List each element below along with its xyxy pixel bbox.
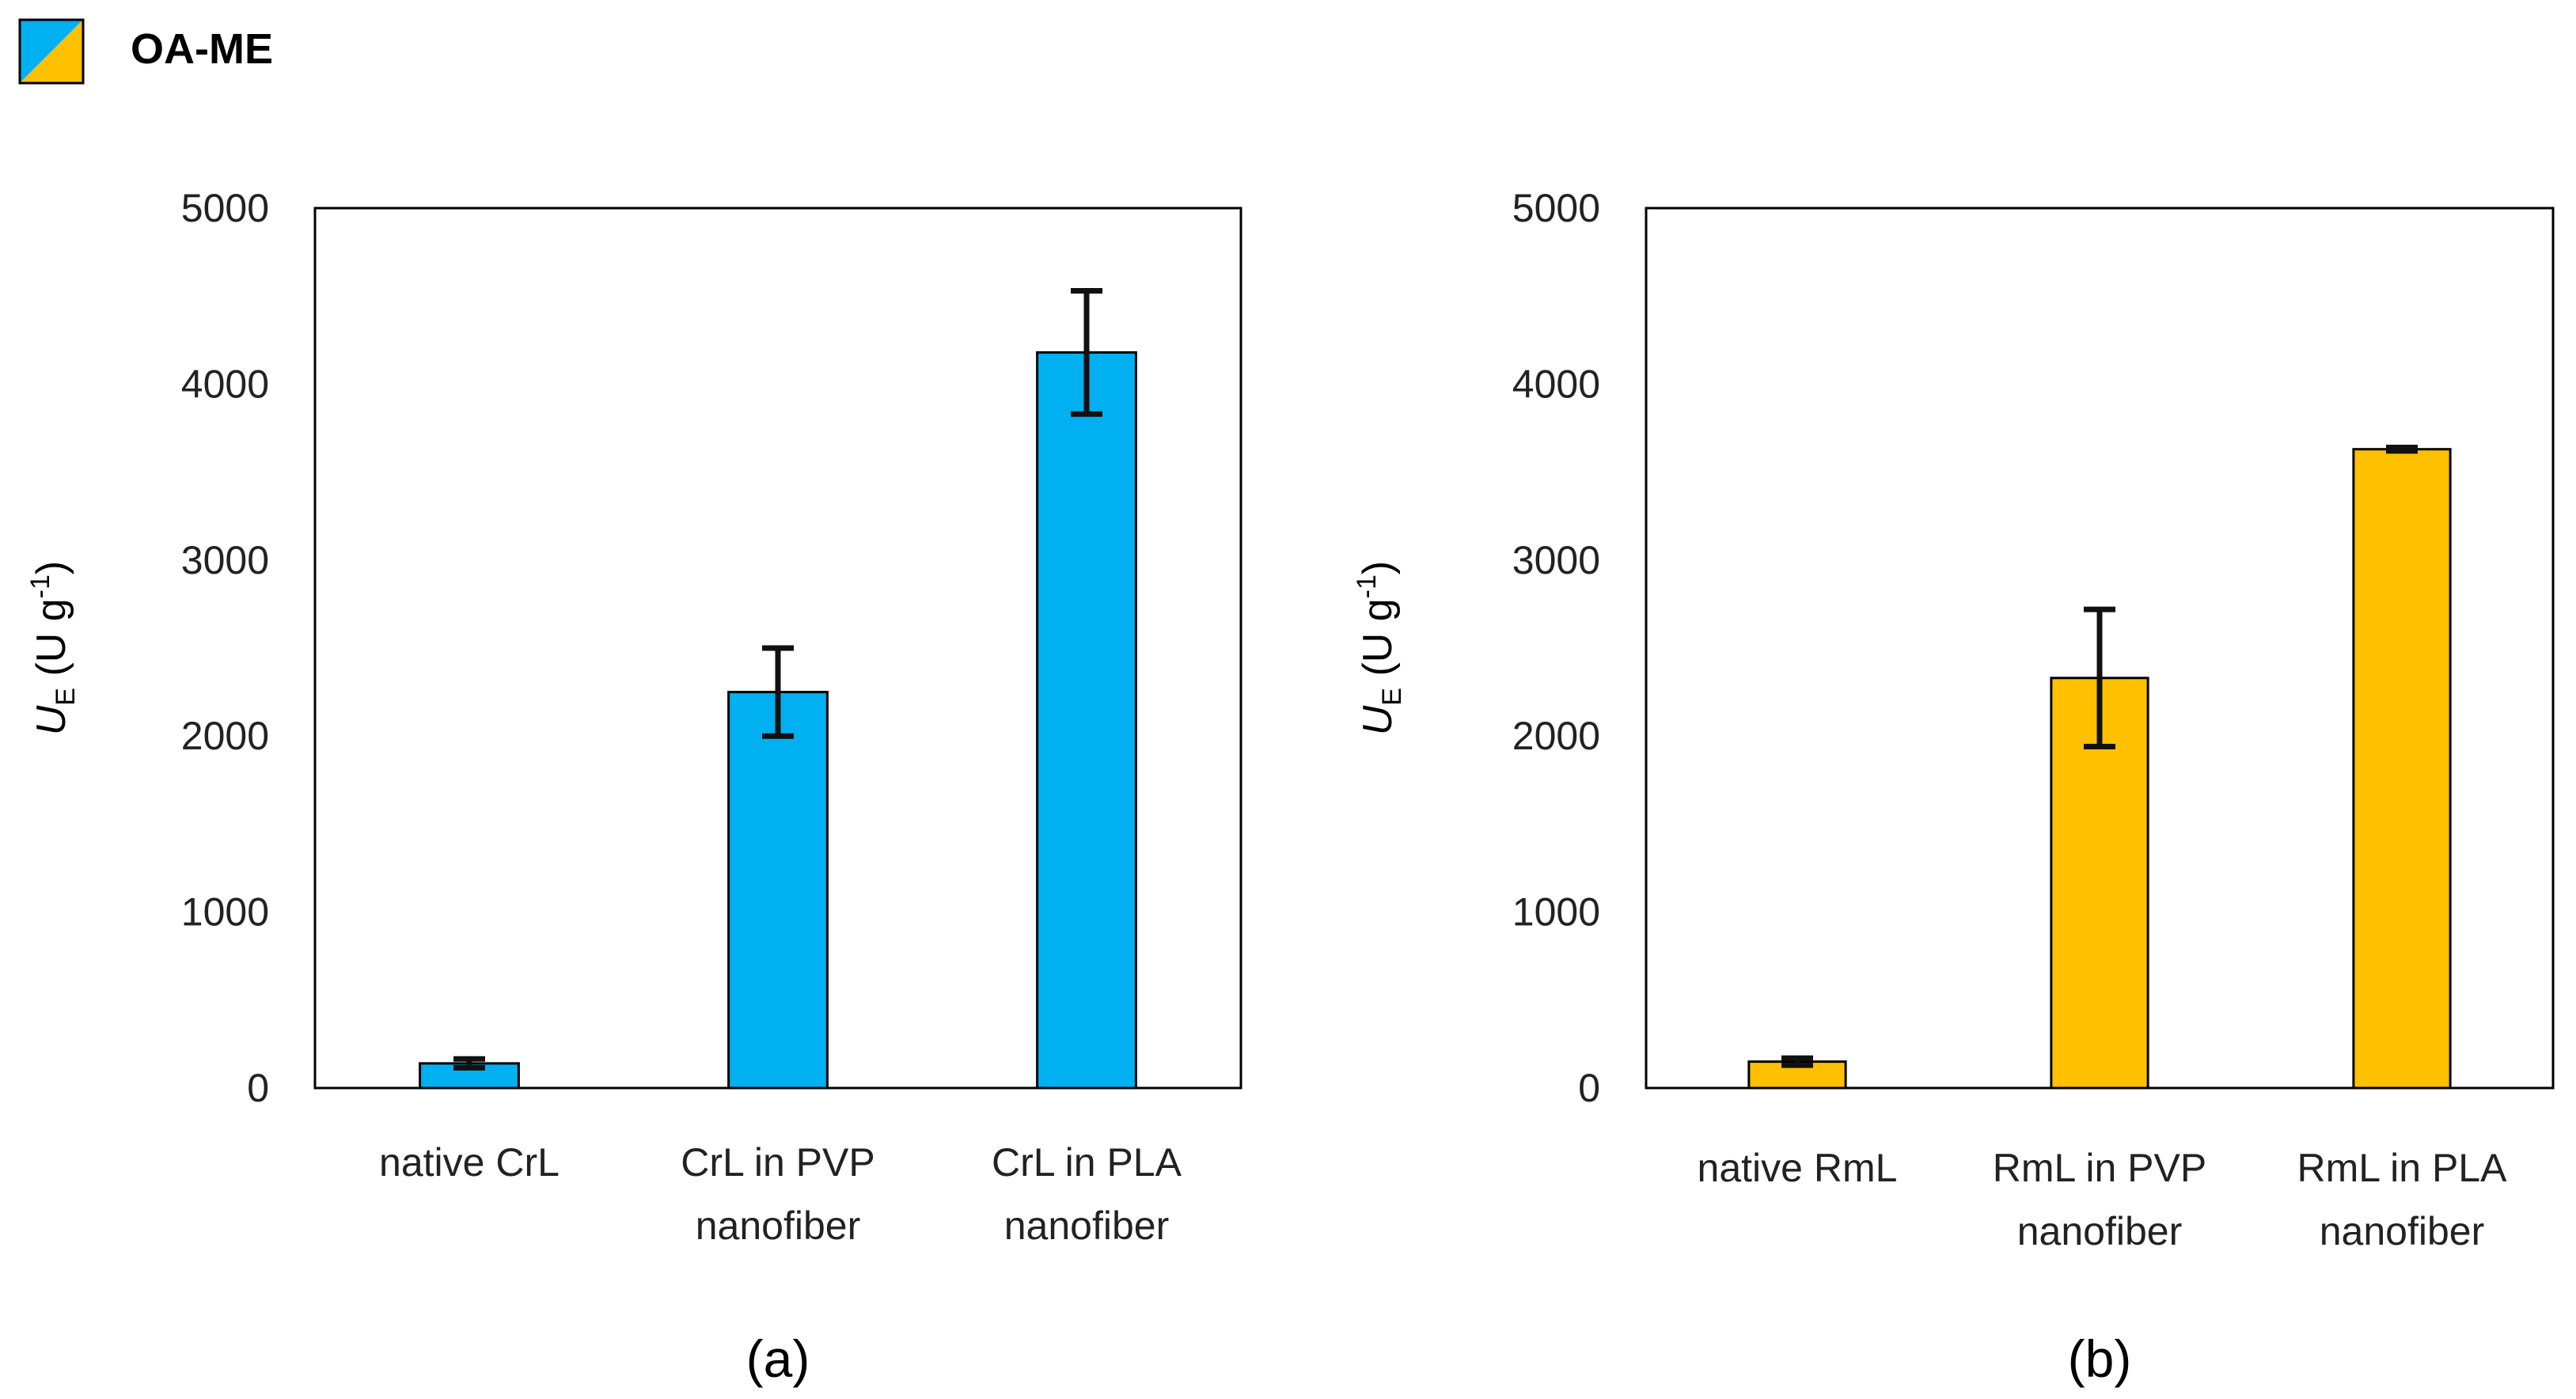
y-tick-label: 2000: [181, 714, 269, 758]
x-category-label-line: native CrL: [379, 1140, 560, 1185]
y-tick-label: 1000: [181, 890, 269, 935]
y-tick-label: 4000: [1512, 362, 1600, 406]
y-axis-label-symbol: U: [1355, 705, 1401, 735]
x-category-label-line: nanofiber: [1004, 1204, 1170, 1248]
y-tick-label: 3000: [1512, 538, 1600, 582]
x-category-label: native RmL: [1698, 1146, 1898, 1190]
y-axis-label: UE (U g-1): [25, 561, 81, 736]
bar: [2352, 448, 2452, 1090]
y-tick-label: 1000: [1512, 890, 1600, 935]
chart-panel-a: 0 1000 2000 3000 4000 5000 native CrL CrL in PV…: [25, 186, 1242, 1388]
legend: OA-ME: [18, 18, 273, 85]
y-tick-label: 0: [247, 1066, 269, 1110]
y-axis-label-exponent: -1: [1352, 574, 1382, 598]
y-axis-label-suffix: ): [28, 561, 74, 574]
y-axis-label-suffix: ): [1355, 561, 1401, 574]
bar: [727, 691, 829, 1090]
panel-label: (b): [2068, 1329, 2132, 1388]
chart-panel-b: 0 1000 2000 3000 4000 5000 native RmL RmL in PV…: [1352, 186, 2555, 1388]
x-category-label-line: native RmL: [1698, 1146, 1898, 1190]
legend-label: OA-ME: [131, 25, 273, 73]
x-category-label: CrL in PLA nanofiber: [992, 1140, 1182, 1248]
x-category-label-line: RmL in PLA: [2297, 1146, 2508, 1190]
x-category-label-line: nanofiber: [2320, 1209, 2485, 1253]
y-axis-label-subscript: E: [1377, 688, 1407, 706]
y-axis-label-unit: (U g: [28, 598, 74, 688]
x-category-label-line: CrL in PLA: [992, 1140, 1182, 1185]
x-category-label-line: nanofiber: [696, 1204, 861, 1248]
y-axis-label-subscript: E: [51, 688, 81, 706]
y-tick-label: 2000: [1512, 714, 1600, 758]
y-axis-label: UE (U g-1): [1352, 561, 1407, 736]
y-tick-label: 5000: [181, 186, 269, 230]
bar: [1036, 351, 1137, 1090]
x-category-label: CrL in PVP nanofiber: [681, 1140, 874, 1248]
x-category-label-line: CrL in PVP: [681, 1140, 874, 1185]
y-axis-label-exponent: -1: [25, 574, 55, 598]
y-axis-label-unit: (U g: [1355, 598, 1401, 688]
y-axis-label-symbol: U: [28, 705, 74, 735]
x-category-label: RmL in PVP nanofiber: [1993, 1146, 2206, 1253]
y-tick-label: 5000: [1512, 186, 1600, 230]
y-tick-label: 4000: [181, 362, 269, 406]
y-tick-label: 0: [1578, 1066, 1600, 1110]
x-category-label: native CrL: [379, 1140, 560, 1185]
x-category-label-line: RmL in PVP: [1993, 1146, 2206, 1190]
x-category-label: RmL in PLA nanofiber: [2297, 1146, 2508, 1253]
legend-swatch-border: [18, 18, 85, 85]
x-category-label-line: nanofiber: [2017, 1209, 2183, 1253]
panel-label: (a): [746, 1329, 810, 1388]
y-tick-label: 3000: [181, 538, 269, 582]
legend-swatch-yellow-half: [20, 20, 83, 83]
